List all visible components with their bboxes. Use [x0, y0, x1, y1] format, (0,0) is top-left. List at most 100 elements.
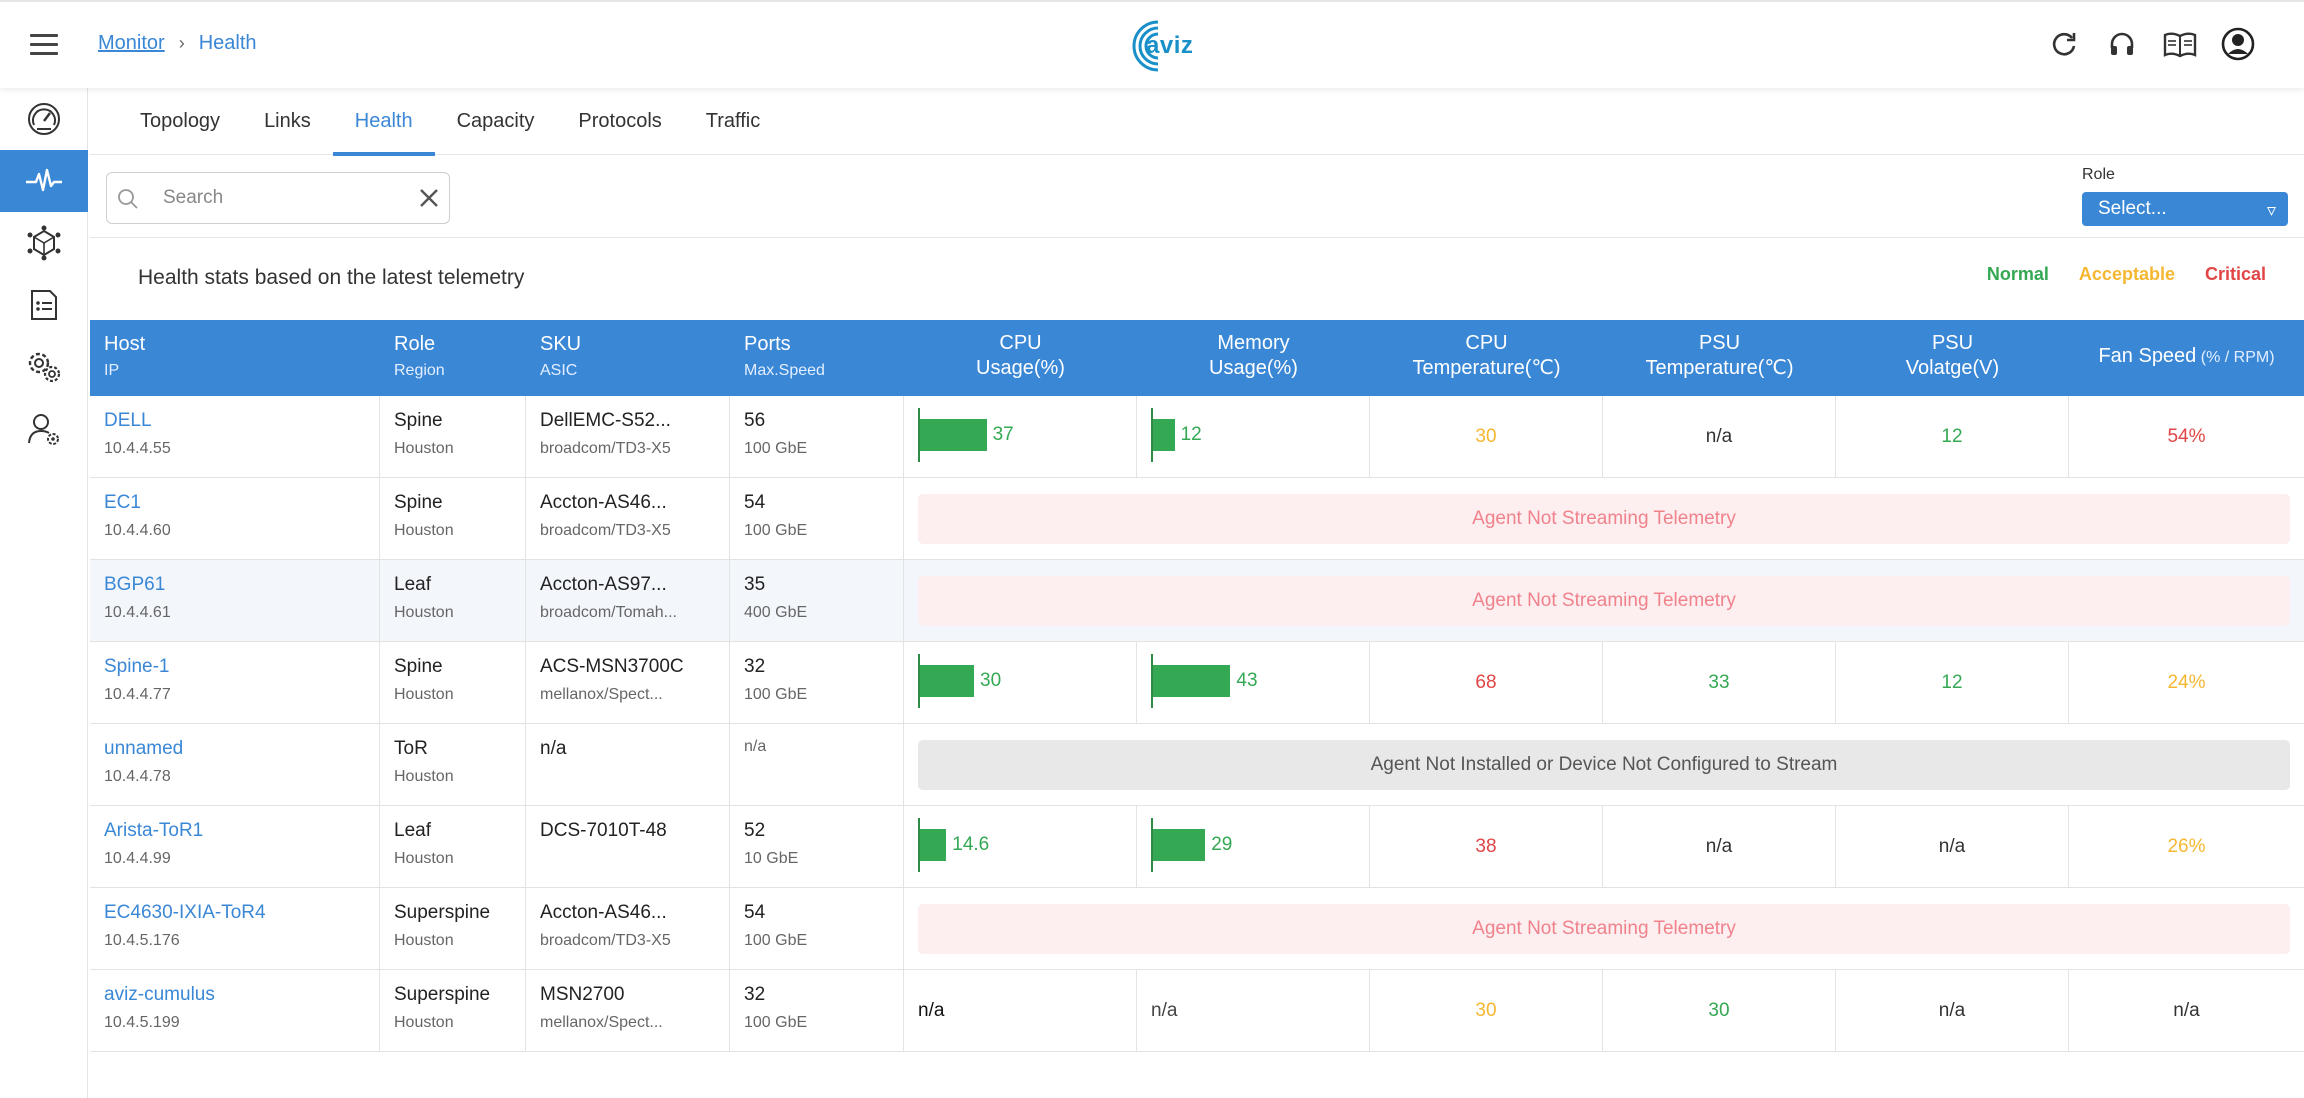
- cpu-temperature-cell: 30: [1370, 396, 1603, 478]
- sku-cell: DCS-7010T-48: [526, 806, 730, 888]
- col-header-ports[interactable]: Ports Max.Speed: [744, 333, 825, 379]
- book-icon[interactable]: [2162, 26, 2198, 62]
- fan-speed-value: 24%: [2167, 672, 2206, 693]
- document-list-icon: [31, 290, 57, 320]
- mem-bar-fill: [1153, 665, 1231, 697]
- cpu-temperature-value: 30: [1475, 426, 1497, 447]
- cpu-usage-cell: 14.6: [904, 806, 1137, 888]
- cpu-bar-axis: [918, 818, 920, 872]
- tab-traffic[interactable]: Traffic: [705, 110, 761, 132]
- breadcrumb-monitor-link[interactable]: Monitor: [98, 32, 165, 54]
- sidebar-item-settings[interactable]: [0, 336, 88, 398]
- col-header-fan-speed[interactable]: Fan Speed (% / RPM): [2098, 345, 2275, 367]
- sidebar-item-network[interactable]: [0, 212, 88, 274]
- sidebar-item-dashboard[interactable]: [0, 88, 88, 150]
- host-cell-primary[interactable]: unnamed: [104, 738, 184, 759]
- host-cell-primary[interactable]: EC4630-IXIA-ToR4: [104, 902, 266, 923]
- psu-voltage-value: 12: [1941, 426, 1963, 447]
- host-cell: DELL 10.4.4.55: [90, 396, 380, 478]
- menu-icon[interactable]: [30, 34, 58, 56]
- sku-cell: Accton-AS46... broadcom/TD3-X5: [526, 478, 730, 560]
- sku-cell-secondary: broadcom/TD3-X5: [540, 522, 671, 539]
- table-row: DELL 10.4.4.55 Spine Houston DellEMC-S52... b…: [90, 396, 2304, 478]
- search-input[interactable]: [163, 181, 403, 215]
- host-cell-primary[interactable]: DELL: [104, 410, 152, 431]
- telemetry-status-cell: Agent Not Installed or Device Not Config…: [904, 724, 2304, 806]
- ports-cell-secondary: 100 GbE: [744, 932, 808, 949]
- ports-cell-primary: 32: [744, 984, 766, 1005]
- sidebar-item-health[interactable]: [0, 150, 88, 212]
- tab-links[interactable]: Links: [264, 110, 311, 132]
- cpu-usage-value: 37: [992, 424, 1014, 445]
- user-account-icon[interactable]: [2220, 26, 2256, 62]
- mem-usage-value: 43: [1236, 670, 1258, 691]
- sidebar-item-user-settings[interactable]: [0, 398, 88, 460]
- cpu-bar-axis: [918, 408, 920, 462]
- aviz-logo-icon: [1132, 20, 1159, 72]
- search-box: [106, 172, 450, 224]
- col-header-psu-voltage[interactable]: PSU Volatge(V): [1905, 332, 2000, 379]
- col-header-sku[interactable]: SKU ASIC: [540, 333, 582, 379]
- psu-temperature-cell: n/a: [1603, 396, 1836, 478]
- col-header-cpu-usage[interactable]: CPU Usage(%): [976, 332, 1065, 379]
- col-header-host[interactable]: Host IP: [104, 333, 146, 379]
- psu-voltage-value: 12: [1941, 672, 1963, 693]
- cpu-bar-axis: [918, 654, 920, 708]
- col-header-role[interactable]: Role Region: [394, 333, 445, 379]
- telemetry-status-banner: Agent Not Streaming Telemetry: [918, 904, 2290, 954]
- user-gear-icon: [28, 414, 59, 445]
- psu-temperature-value: n/a: [1705, 836, 1733, 857]
- host-cell-primary[interactable]: BGP61: [104, 574, 166, 595]
- cpu-temperature-cell: 38: [1370, 806, 1603, 888]
- heartbeat-icon: [26, 168, 62, 192]
- role-cell: Spine Houston: [380, 396, 526, 478]
- tab-health[interactable]: Health: [332, 88, 435, 156]
- search-icon: [118, 189, 138, 209]
- sku-cell: n/a: [526, 724, 730, 806]
- psu-temperature-value: 33: [1708, 672, 1730, 693]
- psu-voltage-cell: n/a: [1836, 970, 2069, 1052]
- fan-speed-cell: n/a: [2069, 970, 2304, 1052]
- role-cell-primary: Leaf: [394, 820, 431, 841]
- clear-search-icon[interactable]: [417, 186, 441, 210]
- psu-temperature-value: 30: [1708, 1000, 1730, 1021]
- host-cell-secondary: 10.4.5.176: [104, 932, 180, 949]
- role-select-dropdown[interactable]: Select... ▿: [2082, 192, 2288, 226]
- tab-protocols[interactable]: Protocols: [578, 110, 662, 132]
- role-cell: Superspine Houston: [380, 888, 526, 970]
- psu-voltage-cell: 12: [1836, 396, 2069, 478]
- col-header-cpu-temperature[interactable]: CPU Temperature(℃): [1412, 332, 1561, 379]
- host-cell-primary[interactable]: Arista-ToR1: [104, 820, 204, 841]
- host-cell-primary[interactable]: EC1: [104, 492, 141, 513]
- sku-cell-primary: ACS-MSN3700C: [540, 656, 684, 677]
- ports-cell-primary: n/a: [744, 738, 767, 755]
- ports-cell: 54 100 GbE: [730, 478, 904, 560]
- telemetry-status-cell: Agent Not Streaming Telemetry: [904, 478, 2304, 560]
- sidebar-item-configuration[interactable]: [0, 274, 88, 336]
- col-header-psu-temperature[interactable]: PSU Temperature(℃): [1645, 332, 1794, 379]
- fan-speed-value: n/a: [2173, 1000, 2200, 1021]
- mem-bar-fill: [1153, 419, 1175, 451]
- ports-cell-primary: 32: [744, 656, 766, 677]
- legend-critical: Critical: [2204, 264, 2266, 284]
- tab-bar: Topology Links Health Capacity Protocols Traf…: [90, 88, 2304, 156]
- host-cell-primary[interactable]: aviz-cumulus: [104, 984, 215, 1005]
- mem-bar-axis: [1151, 408, 1153, 462]
- telemetry-status-banner: Agent Not Installed or Device Not Config…: [918, 740, 2290, 790]
- tab-topology[interactable]: Topology: [140, 110, 221, 132]
- psu-temperature-cell: 30: [1603, 970, 1836, 1052]
- mem-bar-fill: [1153, 829, 1206, 861]
- ports-cell: 35 400 GbE: [730, 560, 904, 642]
- ports-cell: 56 100 GbE: [730, 396, 904, 478]
- role-cell-secondary: Houston: [394, 850, 454, 867]
- tab-capacity[interactable]: Capacity: [456, 110, 535, 132]
- table-row: EC4630-IXIA-ToR4 10.4.5.176 Superspine Hous…: [90, 888, 2304, 970]
- breadcrumb-separator: ›: [178, 33, 185, 53]
- refresh-icon[interactable]: [2046, 26, 2082, 62]
- sku-cell-secondary: broadcom/Tomah...: [540, 604, 677, 621]
- col-header-memory-usage[interactable]: Memory Usage(%): [1209, 332, 1298, 379]
- sku-cell-secondary: broadcom/TD3-X5: [540, 440, 671, 457]
- headset-icon[interactable]: [2104, 26, 2140, 62]
- host-cell-primary[interactable]: Spine-1: [104, 656, 170, 677]
- ports-cell-secondary: 100 GbE: [744, 1014, 808, 1031]
